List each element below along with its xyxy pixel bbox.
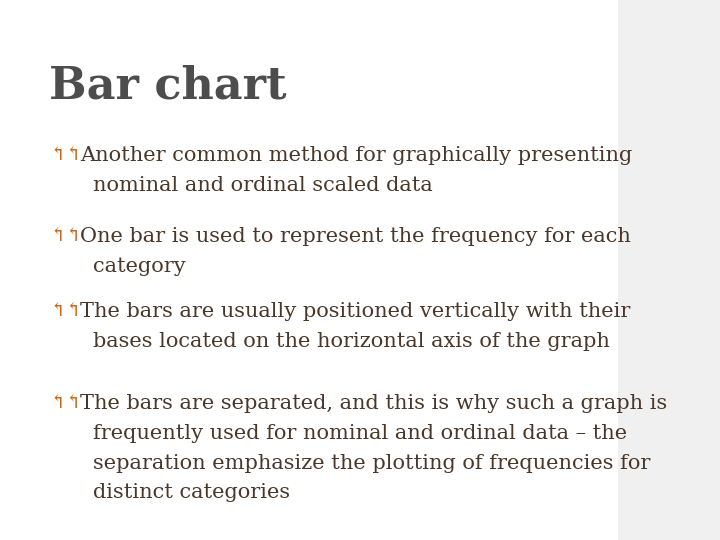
Text: ↰↰: ↰↰ [50, 146, 82, 164]
Text: One bar is used to represent the frequency for each: One bar is used to represent the frequen… [81, 227, 631, 246]
Text: bases located on the horizontal axis of the graph: bases located on the horizontal axis of … [93, 332, 610, 351]
Text: Bar chart: Bar chart [50, 65, 287, 108]
Text: frequently used for nominal and ordinal data – the: frequently used for nominal and ordinal … [93, 424, 627, 443]
Text: nominal and ordinal scaled data: nominal and ordinal scaled data [93, 176, 433, 194]
Text: separation emphasize the plotting of frequencies for: separation emphasize the plotting of fre… [93, 454, 650, 472]
FancyBboxPatch shape [0, 0, 624, 540]
Text: Another common method for graphically presenting: Another common method for graphically pr… [81, 146, 633, 165]
Text: category: category [93, 256, 186, 275]
Text: distinct categories: distinct categories [93, 483, 290, 502]
Text: ↰↰: ↰↰ [50, 302, 82, 320]
Text: The bars are usually positioned vertically with their: The bars are usually positioned vertical… [81, 302, 631, 321]
Text: ↰↰: ↰↰ [50, 394, 82, 412]
Text: ↰↰: ↰↰ [50, 227, 82, 245]
Text: The bars are separated, and this is why such a graph is: The bars are separated, and this is why … [81, 394, 667, 413]
